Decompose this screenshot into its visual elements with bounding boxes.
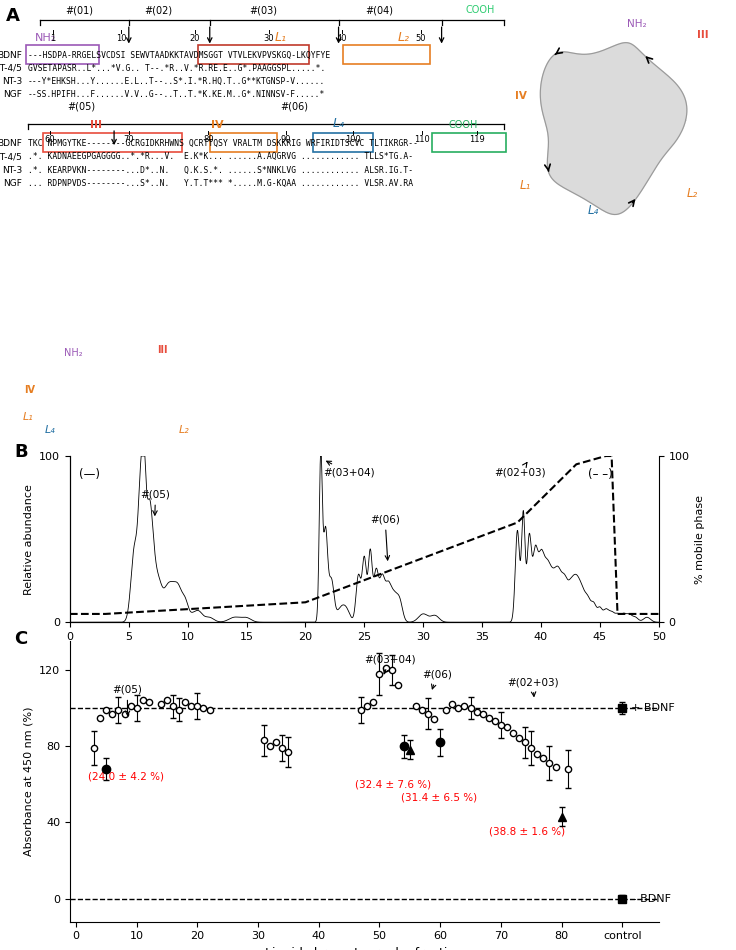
Text: #(05): #(05) — [113, 685, 142, 715]
X-axis label: Liquid chromatography fraction: Liquid chromatography fraction — [266, 947, 463, 950]
Text: L₂: L₂ — [179, 425, 189, 435]
Text: ... RDPNPVDS--------...S*..N.   Y.T.T*** *.....M.G-KQAA ............ VLSR.AV.RA: ... RDPNPVDS--------...S*..N. Y.T.T*** *… — [28, 179, 413, 188]
Text: #(01): #(01) — [65, 6, 93, 15]
Text: L₁: L₁ — [23, 411, 33, 422]
Text: IV: IV — [515, 91, 527, 101]
Text: (38.8 ± 1.6 %): (38.8 ± 1.6 %) — [489, 826, 565, 837]
Text: L₂: L₂ — [687, 187, 698, 200]
Text: L₁: L₁ — [275, 31, 287, 44]
Text: IV: IV — [24, 385, 35, 395]
Text: NT-4/5: NT-4/5 — [0, 64, 22, 73]
Text: (24.0 ± 4.2 %): (24.0 ± 4.2 %) — [88, 771, 164, 782]
Text: L₁: L₁ — [520, 180, 531, 192]
X-axis label: Time (min): Time (min) — [330, 648, 398, 660]
Text: + BDNF: + BDNF — [631, 703, 675, 713]
Text: BDNF: BDNF — [0, 139, 22, 148]
Text: 80: 80 — [203, 135, 213, 143]
Text: #(03): #(03) — [249, 6, 277, 15]
Text: L₂: L₂ — [397, 31, 409, 44]
Text: 60: 60 — [45, 135, 55, 143]
Text: --SS.HPIFH...F......V.V..G--..T..T.*K.KE.M..G*.NINNSV-F.....*: --SS.HPIFH...F......V.V..G--..T..T.*K.KE… — [28, 90, 325, 100]
Text: 90: 90 — [280, 135, 291, 143]
Text: IV: IV — [210, 121, 224, 130]
Text: (31.4 ± 6.5 %): (31.4 ± 6.5 %) — [400, 792, 477, 803]
Text: III: III — [697, 29, 709, 40]
Text: #(06): #(06) — [280, 102, 308, 111]
Text: L₄: L₄ — [45, 425, 55, 435]
Text: 100: 100 — [345, 135, 361, 143]
Text: 119: 119 — [469, 135, 485, 143]
Text: TKC NPMGYTKE--------GCRGIDKRHWNS QCRTTQSY VRALTM DSKKRIG WRFIRIDTSCVC TLTIKRGR--: TKC NPMGYTKE--------GCRGIDKRHWNS QCRTTQS… — [28, 139, 418, 148]
Text: #(06): #(06) — [422, 670, 452, 689]
Text: 10: 10 — [116, 34, 127, 43]
Y-axis label: Absorbance at 450 nm (%): Absorbance at 450 nm (%) — [24, 707, 34, 856]
Text: #(04): #(04) — [365, 6, 393, 15]
Text: (– –): (– –) — [588, 467, 613, 481]
Text: NH₂: NH₂ — [35, 32, 56, 43]
Text: COOH: COOH — [449, 121, 478, 130]
Text: .*. KADNAEEGPGAGGGG..*.*R...V.  E.K*K... ......A.AQGRVG ............ TLLS*TG.A-: .*. KADNAEEGPGAGGGG..*.*R...V. E.K*K... … — [28, 152, 413, 162]
Text: B: B — [14, 443, 28, 461]
Text: BDNF: BDNF — [0, 50, 22, 60]
Text: 40: 40 — [337, 34, 347, 43]
Text: #(05): #(05) — [67, 102, 95, 111]
Polygon shape — [540, 43, 687, 215]
Text: NT-3: NT-3 — [1, 77, 22, 86]
Text: 20: 20 — [190, 34, 200, 43]
Text: #(05): #(05) — [141, 489, 171, 515]
Text: COOH: COOH — [465, 6, 495, 15]
Text: #(02+03): #(02+03) — [494, 463, 545, 478]
Text: NT-3: NT-3 — [1, 165, 22, 175]
Text: (32.4 ± 7.6 %): (32.4 ± 7.6 %) — [355, 779, 431, 789]
Text: 50: 50 — [416, 34, 426, 43]
Text: – BDNF: – BDNF — [631, 894, 671, 903]
Text: NT-4/5: NT-4/5 — [0, 152, 22, 162]
Y-axis label: Relative abundance: Relative abundance — [24, 484, 34, 595]
Text: #(03+04): #(03+04) — [323, 461, 375, 478]
Y-axis label: % mobile phase: % mobile phase — [695, 495, 705, 583]
Text: NH₂: NH₂ — [626, 19, 646, 29]
Text: (—): (—) — [79, 467, 100, 481]
Text: #(02+03): #(02+03) — [507, 677, 559, 696]
Text: 30: 30 — [263, 34, 274, 43]
Text: ---Y*EHKSH...Y......E.L..T--..S*.I.*R.HQ.T..G**KTGNSP-V......: ---Y*EHKSH...Y......E.L..T--..S*.I.*R.HQ… — [28, 77, 325, 86]
Text: III: III — [90, 121, 102, 130]
Text: 110: 110 — [414, 135, 431, 143]
Text: 70: 70 — [124, 135, 134, 143]
Text: NGF: NGF — [3, 90, 22, 100]
Text: A: A — [6, 7, 20, 25]
Text: L₄: L₄ — [333, 117, 344, 130]
Text: L₄: L₄ — [588, 204, 599, 217]
Text: NH₂: NH₂ — [64, 348, 83, 357]
Text: #(06): #(06) — [370, 515, 400, 560]
Text: ---HSDPA-RRGELSVCDSI SEWVTAADKKTAVDMSGGT VTVLEKVPVSKGQ-LKQYFYE: ---HSDPA-RRGELSVCDSI SEWVTAADKKTAVDMSGGT… — [28, 50, 330, 60]
Text: NGF: NGF — [3, 179, 22, 188]
Text: III: III — [157, 346, 167, 355]
Text: .*. KEARPVKN--------...D*..N.   Q.K.S.*. ......S*NNKLVG ............ ALSR.IG.T-: .*. KEARPVKN--------...D*..N. Q.K.S.*. .… — [28, 165, 413, 175]
Text: #(03+04): #(03+04) — [364, 655, 416, 674]
Text: GVSETAPASR..L*...*V.G.. T--.*R..V.*R.RE.E..G*.PAAGGSPL.....*.: GVSETAPASR..L*...*V.G.. T--.*R..V.*R.RE.… — [28, 64, 325, 73]
Text: C: C — [14, 630, 27, 648]
Text: #(02): #(02) — [144, 6, 172, 15]
Text: 1: 1 — [50, 34, 56, 43]
